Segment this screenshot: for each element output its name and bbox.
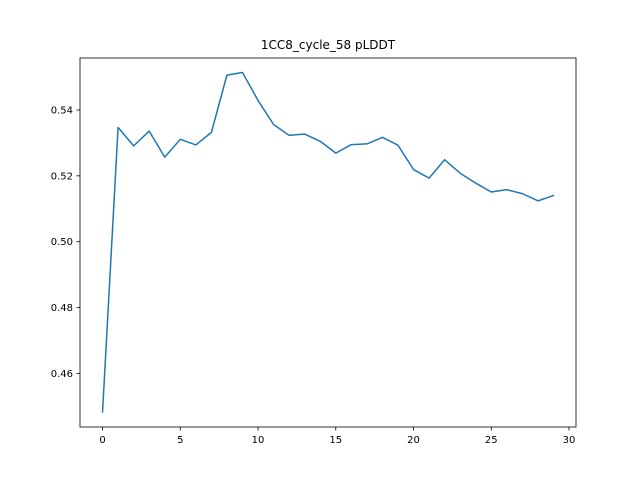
y-tick-label: 0.50 [51, 237, 73, 248]
series-line-0 [101, 71, 555, 413]
series-layer [101, 71, 555, 413]
x-tick-label: 15 [329, 435, 342, 446]
y-tick-label: 0.48 [51, 303, 73, 314]
chart-title: 1CC8_cycle_58 pLDDT [261, 38, 396, 52]
x-tick-label: 0 [99, 435, 105, 446]
x-tick-label: 5 [177, 435, 183, 446]
x-tick-label: 20 [407, 435, 420, 446]
y-tick-label: 0.54 [51, 106, 73, 117]
y-tick-label: 0.46 [51, 369, 73, 380]
y-axis: 0.46 0.48 0.50 0.52 0.54 [51, 106, 80, 380]
axes-frame [79, 57, 577, 428]
x-tick-label: 30 [563, 435, 576, 446]
x-axis: 0 5 10 15 20 25 30 [99, 427, 575, 446]
x-tick-label: 10 [252, 435, 265, 446]
x-tick-label: 25 [485, 435, 498, 446]
y-tick-label: 0.52 [51, 171, 73, 182]
